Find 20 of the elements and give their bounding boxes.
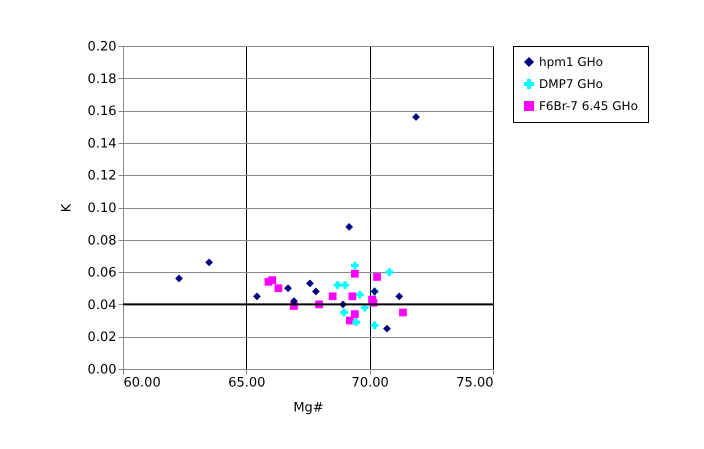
y-tick-label: 0.18 <box>88 72 116 87</box>
y-tick-label: 0.20 <box>88 40 116 54</box>
y-tick-label: 0.12 <box>88 168 116 184</box>
x-axis-title: Mg# <box>293 400 324 416</box>
y-tick-label: 0.00 <box>88 362 116 378</box>
x-tick-label: 70.00 <box>352 376 389 390</box>
y-tick-label: 0.10 <box>88 201 116 216</box>
y-tick-label: 0.02 <box>88 330 116 346</box>
legend-label: hpm1 GHo <box>539 55 604 69</box>
y-tick-label: 0.14 <box>88 136 116 152</box>
x-tick-label: 75.00 <box>456 376 494 390</box>
x-tick-label: 65.00 <box>228 376 266 390</box>
y-axis-title: K <box>60 203 75 212</box>
x-tick-label: 60.00 <box>124 376 161 390</box>
y-tick-label: 0.08 <box>88 233 116 248</box>
legend-label: F6Br-7 6.45 GHo <box>539 99 638 113</box>
y-tick-label: 0.16 <box>88 104 116 120</box>
y-tick-label: 0.06 <box>88 266 116 281</box>
y-tick-label: 0.04 <box>88 298 116 313</box>
legend-label: DMP7 GHo <box>539 77 603 91</box>
